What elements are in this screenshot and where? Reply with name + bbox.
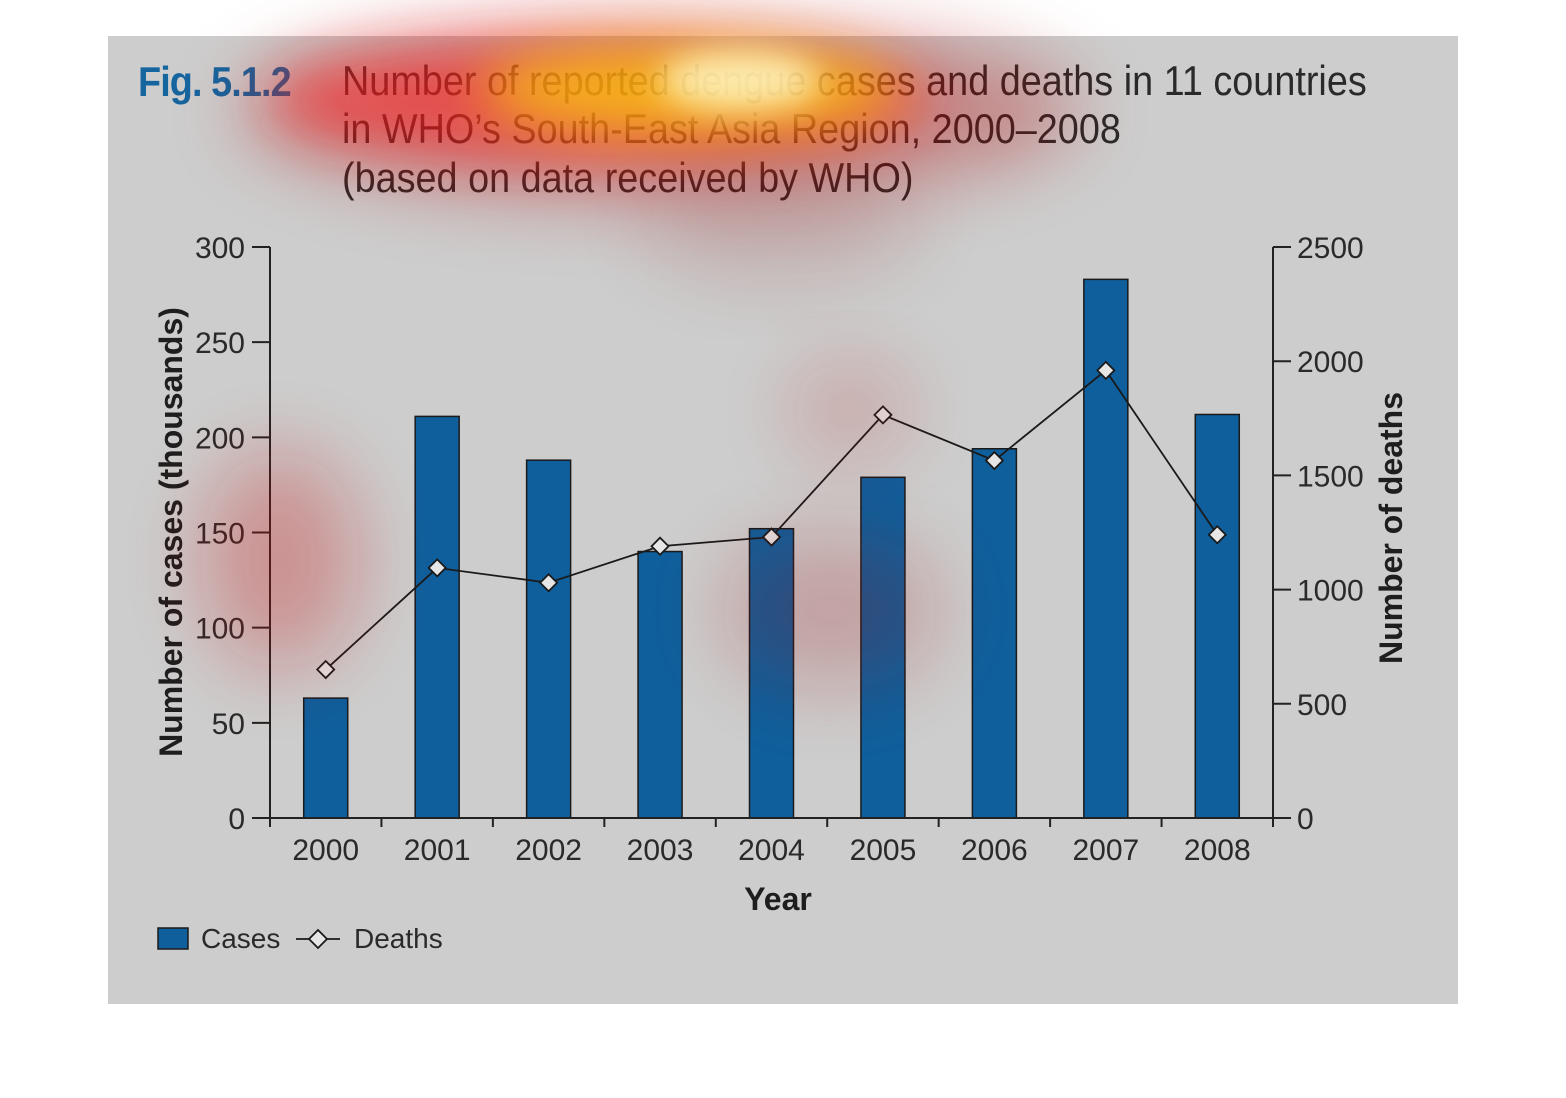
bar-cases-2005 [860,476,906,819]
death-marker-2002 [538,572,559,593]
death-marker-2008 [1207,525,1228,545]
bar-cases-2000 [302,697,349,819]
x-tick-label-2003: 2003 [627,834,694,867]
bar-cases-2003 [637,550,683,819]
left-tick-label: 150 [195,518,245,551]
legend-cases-swatch [157,927,189,950]
death-marker-2001 [427,558,447,578]
x-tick-label-2002: 2002 [515,834,582,867]
left-tick-label: 300 [195,232,245,265]
right-tick-label: 1000 [1297,575,1364,608]
x-axis-title: Year [744,881,812,917]
left-tick-label: 250 [195,327,245,360]
left-axis-ticks: 0 50 100 150 200 250 300 [195,232,270,836]
right-tick-label: 1500 [1297,460,1364,493]
bar-series-cases [302,278,1241,819]
right-tick-label: 500 [1297,689,1347,722]
bar-cases-2007 [1083,278,1129,819]
death-marker-2003 [650,536,670,556]
x-tick-label-2007: 2007 [1072,834,1139,867]
x-tick-label-2006: 2006 [961,834,1028,867]
x-axis-ticks: 2000 2001 2002 2003 2004 2005 2006 2007 2008 [269,818,1274,867]
chart-legend: Cases Deaths [157,923,443,954]
death-marker-2006 [984,450,1005,471]
bar-cases-2002 [525,459,572,819]
right-tick-label: 2500 [1297,232,1364,265]
left-tick-label: 0 [228,803,245,836]
legend-cases-label: Cases [201,923,280,954]
x-tick-label-2005: 2005 [850,834,917,867]
left-axis-title: Number of cases (thousands) [153,307,189,757]
left-tick-label: 50 [212,708,245,741]
bar-cases-2001 [414,415,460,819]
x-tick-label-2004: 2004 [738,834,805,867]
x-tick-label-2001: 2001 [404,834,471,867]
right-axis-title: Number of deaths [1373,392,1409,664]
x-tick-label-2000: 2000 [292,834,359,867]
death-marker-2007 [1096,360,1116,381]
x-tick-label-2008: 2008 [1184,834,1251,867]
left-tick-label: 200 [195,422,245,455]
left-tick-label: 100 [195,613,245,646]
bar-cases-2006 [971,448,1018,819]
right-tick-label: 2000 [1297,346,1364,379]
bar-cases-2004 [748,527,795,819]
legend-deaths-label: Deaths [354,923,443,954]
right-tick-label: 0 [1297,803,1314,836]
bar-cases-2008 [1194,413,1241,819]
legend-deaths-marker [307,928,329,950]
right-axis-ticks: 0 500 1000 1500 2000 2500 [1273,232,1364,836]
